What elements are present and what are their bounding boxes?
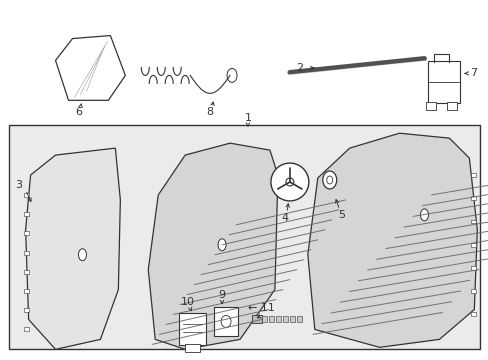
FancyBboxPatch shape	[214, 306, 238, 336]
Bar	[289, 316, 294, 323]
Ellipse shape	[420, 209, 427, 221]
Text: 2: 2	[295, 63, 302, 73]
Polygon shape	[56, 36, 125, 100]
Bar	[23, 289, 29, 293]
Bar	[262, 316, 266, 323]
Bar	[268, 316, 273, 323]
Text: 10: 10	[181, 297, 195, 306]
Ellipse shape	[218, 239, 225, 251]
Text: ← 11: ← 11	[247, 302, 274, 312]
Bar	[470, 243, 475, 247]
Ellipse shape	[326, 176, 332, 184]
Bar	[470, 289, 475, 293]
Polygon shape	[25, 148, 120, 349]
Bar	[23, 212, 29, 216]
Polygon shape	[307, 133, 476, 347]
FancyBboxPatch shape	[179, 314, 205, 345]
Bar	[470, 312, 475, 316]
Text: 6: 6	[75, 107, 82, 117]
Bar	[251, 315, 262, 323]
Text: 8: 8	[206, 107, 213, 117]
Bar	[23, 308, 29, 312]
Bar	[275, 316, 280, 323]
Text: 1: 1	[244, 113, 251, 123]
Ellipse shape	[270, 163, 308, 201]
Bar	[283, 316, 287, 323]
Bar	[470, 266, 475, 270]
Bar	[296, 316, 301, 323]
Bar	[470, 173, 475, 177]
Polygon shape	[148, 143, 277, 349]
Bar	[185, 345, 200, 352]
Bar	[9, 125, 479, 349]
Bar	[23, 251, 29, 255]
Text: 5: 5	[338, 210, 345, 220]
Bar	[23, 328, 29, 332]
Ellipse shape	[226, 68, 237, 82]
Bar	[426, 102, 436, 110]
Bar	[23, 231, 29, 235]
Ellipse shape	[322, 171, 336, 189]
Text: 7: 7	[469, 68, 476, 78]
Bar	[23, 270, 29, 274]
Bar	[23, 193, 29, 197]
Bar	[470, 196, 475, 200]
Bar	[447, 102, 456, 110]
Bar	[470, 220, 475, 224]
FancyBboxPatch shape	[427, 62, 459, 103]
Ellipse shape	[78, 249, 86, 261]
Text: 3: 3	[15, 180, 22, 190]
Text: 4: 4	[281, 213, 288, 223]
Text: 9: 9	[218, 289, 225, 300]
